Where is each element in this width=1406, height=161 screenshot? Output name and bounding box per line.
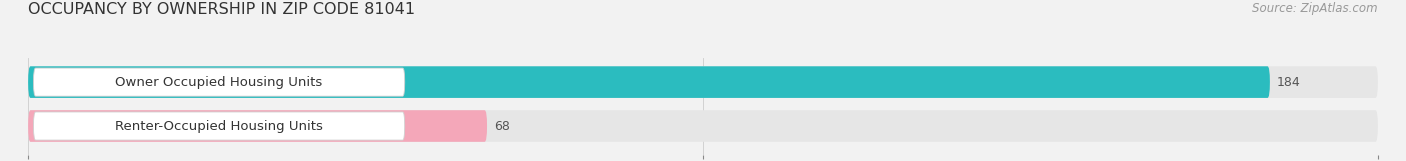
Text: 68: 68: [494, 119, 509, 133]
Text: 184: 184: [1277, 76, 1301, 89]
Text: Renter-Occupied Housing Units: Renter-Occupied Housing Units: [115, 119, 323, 133]
Text: Source: ZipAtlas.com: Source: ZipAtlas.com: [1253, 2, 1378, 15]
FancyBboxPatch shape: [28, 110, 486, 142]
FancyBboxPatch shape: [28, 66, 1270, 98]
Text: OCCUPANCY BY OWNERSHIP IN ZIP CODE 81041: OCCUPANCY BY OWNERSHIP IN ZIP CODE 81041: [28, 2, 415, 17]
FancyBboxPatch shape: [28, 110, 1378, 142]
Text: Owner Occupied Housing Units: Owner Occupied Housing Units: [115, 76, 323, 89]
FancyBboxPatch shape: [34, 68, 405, 96]
FancyBboxPatch shape: [34, 112, 405, 140]
FancyBboxPatch shape: [28, 66, 1378, 98]
